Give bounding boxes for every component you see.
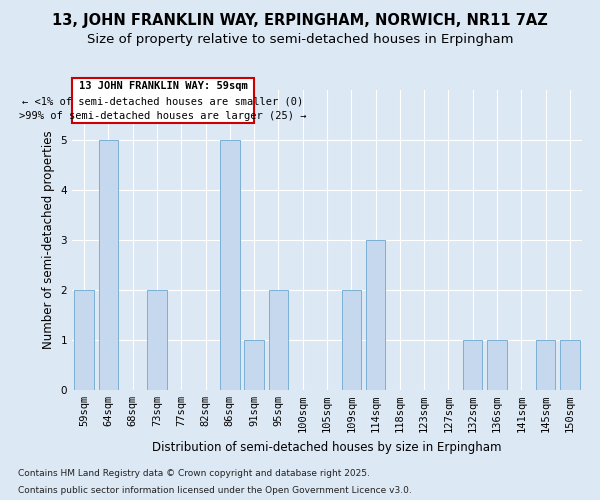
Bar	[560, 340, 580, 390]
Text: Size of property relative to semi-detached houses in Erpingham: Size of property relative to semi-detach…	[87, 32, 513, 46]
Bar	[74, 290, 94, 390]
Bar	[220, 140, 239, 390]
X-axis label: Distribution of semi-detached houses by size in Erpingham: Distribution of semi-detached houses by …	[152, 440, 502, 454]
Text: 13, JOHN FRANKLIN WAY, ERPINGHAM, NORWICH, NR11 7AZ: 13, JOHN FRANKLIN WAY, ERPINGHAM, NORWIC…	[52, 12, 548, 28]
Bar	[487, 340, 507, 390]
Bar	[536, 340, 555, 390]
FancyBboxPatch shape	[72, 78, 254, 122]
Bar	[366, 240, 385, 390]
Bar	[269, 290, 288, 390]
Bar	[147, 290, 167, 390]
Text: ← <1% of semi-detached houses are smaller (0): ← <1% of semi-detached houses are smalle…	[22, 96, 304, 106]
Bar	[463, 340, 482, 390]
Text: Contains public sector information licensed under the Open Government Licence v3: Contains public sector information licen…	[18, 486, 412, 495]
Bar	[244, 340, 264, 390]
Bar	[341, 290, 361, 390]
Text: 13 JOHN FRANKLIN WAY: 59sqm: 13 JOHN FRANKLIN WAY: 59sqm	[79, 80, 247, 90]
Bar	[99, 140, 118, 390]
Y-axis label: Number of semi-detached properties: Number of semi-detached properties	[42, 130, 55, 350]
Text: Contains HM Land Registry data © Crown copyright and database right 2025.: Contains HM Land Registry data © Crown c…	[18, 468, 370, 477]
Text: >99% of semi-detached houses are larger (25) →: >99% of semi-detached houses are larger …	[19, 111, 307, 121]
